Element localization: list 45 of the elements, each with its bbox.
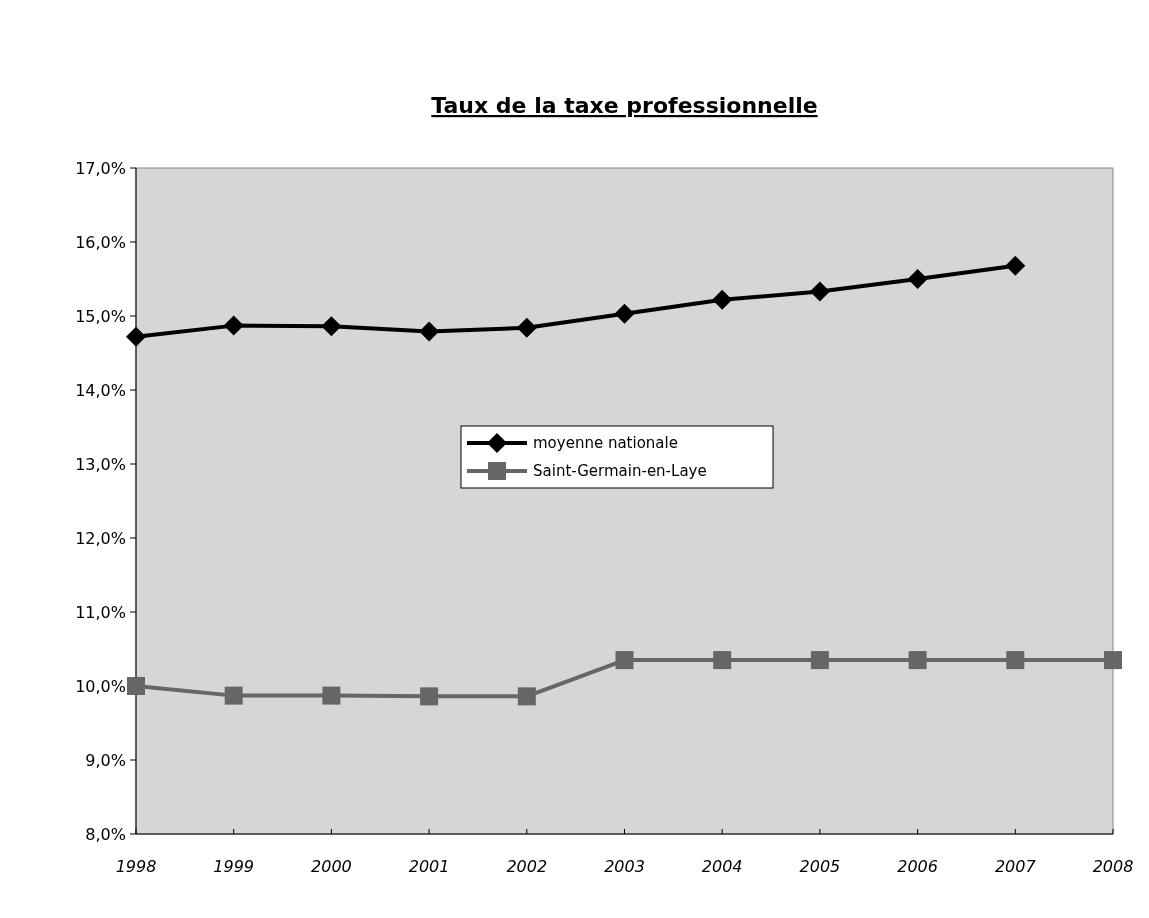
x-tick-label: 2006 (897, 857, 938, 876)
x-tick-label: 1998 (115, 857, 157, 876)
y-tick-label: 9,0% (85, 750, 126, 770)
chart-title: Taux de la taxe professionnelle (431, 93, 818, 118)
x-tick-label: 2003 (604, 857, 645, 876)
y-tick-label: 17,0% (75, 158, 126, 178)
legend-label: Saint-Germain-en-Laye (533, 462, 707, 481)
point (713, 651, 732, 670)
y-tick-label: 14,0% (75, 380, 126, 400)
x-tick-label: 2005 (799, 857, 841, 876)
point (908, 651, 927, 670)
point (126, 326, 146, 347)
point (614, 303, 635, 324)
point (517, 687, 536, 706)
y-tick-label: 15,0% (75, 306, 126, 326)
x-tick-label: 2000 (311, 857, 352, 876)
point (1006, 651, 1025, 670)
point (224, 686, 243, 705)
y-tick-label: 13,0% (75, 454, 126, 474)
y-tick-label: 16,0% (75, 232, 126, 252)
point (419, 321, 440, 342)
point (810, 651, 829, 670)
x-tick-label: 2002 (506, 857, 548, 876)
x-tick-label: 1999 (213, 857, 255, 876)
legend-label: moyenne nationale (533, 434, 678, 453)
x-tick-label: 2001 (408, 857, 450, 876)
x-tick-label: 2004 (701, 857, 743, 876)
y-tick-label: 10,0% (75, 676, 126, 696)
point (420, 687, 439, 706)
point (516, 317, 537, 338)
point (321, 316, 342, 337)
point (127, 677, 145, 695)
point (615, 651, 634, 670)
point (1005, 255, 1026, 276)
y-tick-label: 8,0% (85, 824, 126, 844)
y-tick-label: 12,0% (75, 528, 126, 548)
x-tick-label: 2007 (994, 857, 1037, 876)
y-tick-label: 11,0% (75, 602, 126, 622)
point (322, 686, 341, 705)
x-tick-label: 2008 (1092, 857, 1134, 876)
point (907, 269, 928, 289)
point (1104, 651, 1122, 670)
point (712, 289, 733, 310)
point (223, 315, 244, 336)
point (809, 281, 830, 302)
